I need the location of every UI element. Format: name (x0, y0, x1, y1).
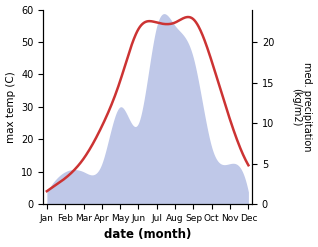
Y-axis label: max temp (C): max temp (C) (5, 71, 16, 143)
X-axis label: date (month): date (month) (104, 228, 191, 242)
Y-axis label: med. precipitation
(kg/m2): med. precipitation (kg/m2) (291, 62, 313, 152)
